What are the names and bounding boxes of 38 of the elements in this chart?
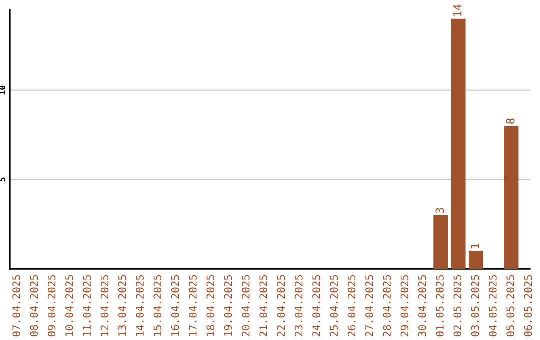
bar	[468, 251, 484, 269]
bar	[434, 215, 448, 269]
x-tick-label: 26.04.2025	[348, 275, 356, 336]
x-tick-label: 24.04.2025	[312, 275, 320, 336]
data-label: 3	[436, 208, 444, 214]
x-tick-label: 08.04.2025	[30, 275, 38, 337]
x-tick-label: 09.04.2025	[48, 275, 56, 337]
x-tick-label: 25.04.2025	[330, 275, 338, 336]
x-tick-label: 28.04.2025	[383, 275, 392, 336]
x-tick-label: 13.04.2025	[118, 275, 126, 336]
x-tick-label: 16.04.2025	[171, 275, 180, 336]
x-tick-label: 22.04.2025	[277, 275, 286, 336]
x-tick-label: 06.05.2025	[524, 275, 532, 337]
x-tick-label: 30.04.2025	[418, 275, 426, 337]
data-label: 1	[471, 244, 480, 248]
x-tick-label: 20.04.2025	[242, 275, 250, 336]
bar	[504, 126, 519, 269]
x-tick-label: 07.04.2025	[12, 275, 20, 337]
data-label: 14	[454, 4, 462, 16]
x-tick-label: 17.04.2025	[189, 275, 197, 336]
x-tick-label: 02.05.2025	[454, 275, 462, 337]
x-tick-label: 14.04.2025	[136, 275, 144, 336]
x-tick-label: 10.04.2025	[66, 275, 74, 336]
x-tick-label: 27.04.2025	[365, 275, 374, 336]
x-tick-label: 03.05.2025	[471, 275, 480, 337]
x-tick-label: 23.04.2025	[294, 275, 303, 336]
bar	[451, 18, 466, 269]
x-tick-label: 11.04.2025	[83, 275, 92, 336]
x-tick-label: 12.04.2025	[100, 275, 109, 336]
x-tick-label: 19.04.2025	[224, 275, 232, 336]
x-tick-label: 18.04.2025	[206, 275, 215, 336]
x-tick-label: 01.05.2025	[436, 275, 444, 337]
x-tick-label: 21.04.2025	[260, 275, 268, 336]
data-label: 8	[506, 118, 515, 124]
x-tick-label: 04.05.2025	[489, 275, 497, 337]
x-tick-label: 05.05.2025	[506, 275, 515, 337]
x-tick-label: 15.04.2025	[154, 275, 162, 336]
x-tick-label: 29.04.2025	[400, 275, 409, 336]
